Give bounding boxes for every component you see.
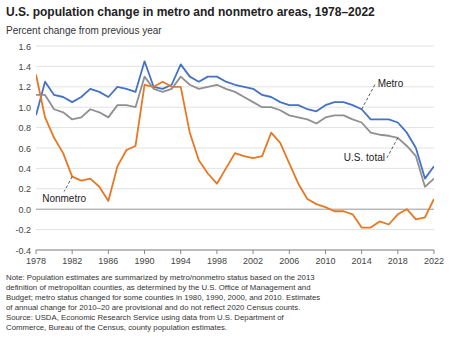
x-tick bbox=[180, 250, 181, 254]
x-tick-label: 2014 bbox=[352, 256, 372, 266]
x-tick-label: 2022 bbox=[424, 256, 444, 266]
grid-line bbox=[36, 229, 434, 230]
grid-line bbox=[36, 148, 434, 149]
label-leader bbox=[362, 83, 376, 109]
grid-line bbox=[36, 46, 434, 47]
note-line: Source: USDA, Economic Research Service … bbox=[6, 313, 285, 322]
x-tick-label: 1990 bbox=[135, 256, 155, 266]
series-label: Nonmetro bbox=[42, 193, 86, 204]
y-tick-label: 0.8 bbox=[18, 123, 31, 133]
label-leader bbox=[64, 177, 72, 192]
series-label: Metro bbox=[378, 78, 404, 89]
note-line: definition of metropolitan counties, as … bbox=[6, 283, 311, 292]
x-tick-label: 1998 bbox=[207, 256, 227, 266]
grid-line bbox=[36, 107, 434, 108]
x-tick bbox=[289, 250, 290, 254]
x-tick bbox=[325, 250, 326, 254]
note: Note: Population estimates are summarize… bbox=[6, 273, 320, 332]
grid bbox=[36, 46, 434, 250]
x-tick bbox=[361, 250, 362, 254]
plot-area bbox=[36, 61, 434, 227]
series-labels: Metro Nonmetro U.S. total bbox=[42, 78, 403, 204]
x-tick bbox=[36, 250, 37, 254]
x-tick-label: 2018 bbox=[388, 256, 408, 266]
y-tick-label: 1.0 bbox=[18, 103, 31, 113]
x-tick-label: 1994 bbox=[171, 256, 191, 266]
series-line bbox=[36, 77, 434, 187]
y-tick-label: 0.4 bbox=[18, 164, 31, 174]
grid-line bbox=[36, 188, 434, 189]
y-tick-label: 1.4 bbox=[18, 62, 31, 72]
note-line: Note: Population estimates are summarize… bbox=[6, 273, 315, 282]
x-tick-label: 1978 bbox=[26, 256, 46, 266]
y-tick-label: 1.2 bbox=[18, 82, 31, 92]
y-tick-label: -0.4 bbox=[15, 246, 31, 256]
chart: U.S. population change in metro and nonm… bbox=[0, 0, 450, 359]
y-tick-label: 0.2 bbox=[18, 184, 31, 194]
x-tick bbox=[253, 250, 254, 254]
grid-line bbox=[36, 209, 434, 210]
x-tick bbox=[397, 250, 398, 254]
x-tick-label: 1986 bbox=[98, 256, 118, 266]
x-tick-label: 2010 bbox=[315, 256, 335, 266]
x-tick bbox=[434, 250, 435, 254]
title: U.S. population change in metro and nonm… bbox=[6, 5, 375, 19]
note-line: Budget; metro status changed for some co… bbox=[6, 293, 320, 302]
series-line bbox=[36, 75, 434, 228]
grid-line bbox=[36, 127, 434, 128]
x-tick-label: 2002 bbox=[243, 256, 263, 266]
x-tick bbox=[144, 250, 145, 254]
x-tick-label: 1982 bbox=[62, 256, 82, 266]
grid-line bbox=[36, 66, 434, 67]
note-line: of annual change for 2010–20 are provisi… bbox=[6, 303, 300, 312]
note-line: Commerce, Bureau of the Census, county p… bbox=[6, 323, 227, 332]
x-tick-label: 2006 bbox=[279, 256, 299, 266]
y-tick-label: 1.6 bbox=[18, 42, 31, 52]
x-tick bbox=[108, 250, 109, 254]
y-tick-label: 0.6 bbox=[18, 144, 31, 154]
y-tick-label: -0.2 bbox=[15, 225, 31, 235]
x-axis-line bbox=[36, 250, 434, 251]
grid-line bbox=[36, 168, 434, 169]
series-label: U.S. total bbox=[344, 152, 385, 163]
label-leader bbox=[387, 138, 398, 158]
series-line bbox=[36, 61, 434, 178]
grid-line bbox=[36, 250, 434, 251]
x-tick bbox=[72, 250, 73, 254]
y-tick-label: 0.0 bbox=[18, 205, 31, 215]
y-axis-label: Percent change from previous year bbox=[6, 25, 162, 36]
x-tick bbox=[216, 250, 217, 254]
